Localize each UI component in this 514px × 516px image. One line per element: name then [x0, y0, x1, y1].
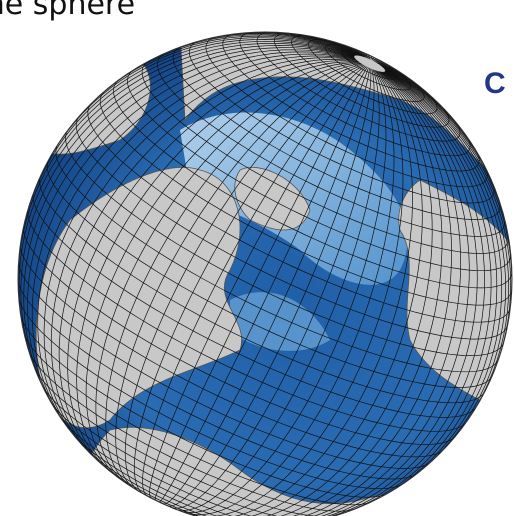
mesh-line [23, 47, 355, 398]
mesh-line [18, 262, 430, 469]
mesh-line [158, 67, 369, 503]
mesh-line [18, 298, 404, 489]
mesh-line [273, 33, 450, 128]
mesh-line [177, 69, 380, 511]
mesh-line [232, 71, 462, 516]
mesh-line [20, 45, 355, 373]
mesh-line [28, 350, 355, 512]
mesh-line [24, 334, 373, 506]
mesh-line [20, 245, 445, 458]
mesh-line [188, 40, 495, 204]
mesh-line [133, 65, 365, 493]
mesh-line [215, 71, 443, 516]
mesh-line [20, 39, 355, 239]
mesh-line [205, 36, 488, 188]
mesh-line [182, 69, 387, 513]
mesh-line [105, 63, 362, 486]
mesh-line [228, 71, 452, 516]
mesh-line [27, 49, 355, 422]
mesh-line [194, 70, 413, 516]
mesh-line [113, 80, 512, 289]
mesh-line [256, 32, 461, 142]
mesh-line [127, 69, 512, 272]
mesh-line [262, 71, 478, 516]
mesh-line [156, 52, 506, 237]
mesh-line [46, 160, 492, 388]
mesh-line [206, 70, 423, 516]
mesh-line [142, 65, 366, 497]
panel-label: C [484, 67, 506, 100]
mesh-line [350, 47, 365, 58]
mesh-line [210, 71, 433, 516]
mesh-line [222, 33, 480, 172]
caption: the sphere [0, 0, 135, 22]
mesh-line [190, 70, 404, 516]
globe [18, 32, 512, 516]
mesh-line [67, 60, 359, 471]
mesh-line [162, 68, 370, 505]
mesh-line [27, 210, 466, 432]
mesh-line [378, 63, 398, 71]
mesh-line [49, 400, 302, 516]
mesh-line [76, 61, 359, 474]
mesh-line [378, 63, 395, 70]
mesh-line [278, 71, 485, 516]
mesh-line [32, 194, 477, 418]
shallow-sea [230, 292, 330, 351]
mesh-line [20, 315, 387, 498]
mesh-line [115, 63, 363, 489]
mesh-line [85, 62, 360, 481]
mesh-line [166, 68, 372, 507]
mesh-line [124, 64, 364, 491]
mesh-line [50, 57, 357, 459]
globe-outline [17, 31, 513, 516]
mesh-line [65, 130, 504, 356]
mesh-line [31, 51, 356, 434]
mesh-line [55, 146, 500, 373]
mesh-line [23, 226, 456, 445]
mesh-line [99, 91, 512, 306]
mesh-line [186, 70, 395, 516]
mesh-line [172, 46, 501, 220]
mesh-line [154, 66, 368, 501]
mesh-line [346, 45, 364, 57]
mesh-line [141, 61, 509, 254]
mesh-line [149, 66, 367, 499]
mesh-line [37, 53, 356, 446]
mesh-line [384, 71, 510, 437]
mesh-line [39, 175, 485, 404]
mesh-line [359, 71, 503, 508]
mesh-line [18, 43, 355, 346]
mesh-line [173, 68, 375, 509]
mesh-line [34, 368, 336, 516]
mesh-line [384, 71, 507, 482]
mesh-line [385, 70, 512, 380]
mesh-line [332, 71, 498, 516]
mesh-line [95, 62, 361, 484]
mesh [18, 32, 512, 516]
mesh-line [58, 58, 358, 469]
mesh-line [43, 55, 357, 456]
mesh-line [305, 71, 492, 516]
mesh-line [46, 37, 355, 164]
mesh-line [18, 40, 355, 293]
mesh-line [42, 386, 321, 516]
mesh-line [75, 117, 508, 340]
mesh-line [247, 71, 470, 516]
mesh-line [18, 278, 418, 480]
mesh-line [87, 104, 511, 323]
